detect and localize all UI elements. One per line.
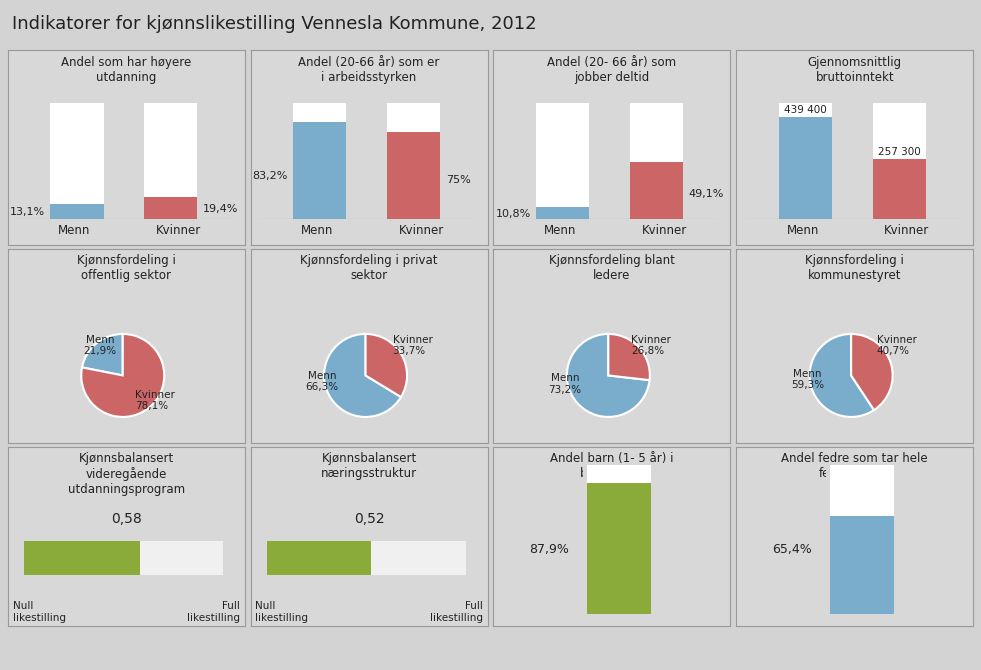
- Text: Andel som har høyere
utdanning: Andel som har høyere utdanning: [61, 56, 191, 84]
- Text: Kvinner: Kvinner: [884, 224, 929, 237]
- Bar: [387, 103, 440, 219]
- Text: 19,4%: 19,4%: [203, 204, 238, 214]
- Text: 13,1%: 13,1%: [10, 208, 45, 218]
- Wedge shape: [324, 334, 401, 417]
- Bar: [536, 207, 590, 219]
- Text: Menn: Menn: [58, 224, 90, 237]
- Text: 83,2%: 83,2%: [252, 171, 287, 181]
- Bar: [387, 132, 440, 219]
- Bar: [144, 197, 197, 219]
- Text: Indikatorer for kjønnslikestilling Vennesla Kommune, 2012: Indikatorer for kjønnslikestilling Venne…: [12, 15, 537, 33]
- Bar: [872, 103, 926, 219]
- Wedge shape: [809, 334, 874, 417]
- Text: Kvinner: Kvinner: [156, 224, 201, 237]
- Bar: [779, 117, 832, 219]
- Bar: [630, 103, 683, 219]
- Text: Kjønnsfordeling blant
ledere: Kjønnsfordeling blant ledere: [549, 255, 675, 282]
- Bar: [830, 465, 894, 614]
- Text: Menn
21,9%: Menn 21,9%: [83, 335, 117, 356]
- Bar: [144, 103, 197, 219]
- Text: Null
likestilling: Null likestilling: [255, 601, 308, 623]
- Bar: [630, 162, 683, 219]
- Bar: [872, 159, 926, 219]
- Text: Kvinner
33,7%: Kvinner 33,7%: [392, 335, 433, 356]
- Text: Kjønnsbalansert
videregående
utdanningsprogram: Kjønnsbalansert videregående utdanningsp…: [68, 452, 184, 496]
- Text: Andel (20- 66 år) som
jobber deltid: Andel (20- 66 år) som jobber deltid: [547, 56, 677, 84]
- Wedge shape: [81, 334, 164, 417]
- Text: Full
likestilling: Full likestilling: [187, 601, 240, 623]
- Text: 65,4%: 65,4%: [772, 543, 812, 555]
- Bar: [267, 541, 371, 576]
- Wedge shape: [852, 334, 893, 410]
- Text: 75%: 75%: [445, 175, 470, 185]
- Bar: [779, 103, 832, 219]
- Text: 0,58: 0,58: [111, 512, 141, 526]
- Text: Andel fedre som tar hele
fedrekvoten: Andel fedre som tar hele fedrekvoten: [782, 452, 928, 480]
- Text: Kjønnsfordeling i
offentlig sektor: Kjønnsfordeling i offentlig sektor: [77, 255, 176, 282]
- Wedge shape: [366, 334, 407, 397]
- Text: Menn
59,3%: Menn 59,3%: [791, 369, 824, 391]
- Text: 439 400: 439 400: [784, 105, 827, 115]
- Bar: [587, 465, 651, 614]
- Bar: [536, 103, 590, 219]
- Text: Andel barn (1- 5 år) i
barnehage: Andel barn (1- 5 år) i barnehage: [550, 452, 674, 480]
- Text: Kvinner: Kvinner: [642, 224, 687, 237]
- Text: Kvinner
26,8%: Kvinner 26,8%: [631, 335, 671, 356]
- Text: Gjennomsnittlig
bruttoinntekt: Gjennomsnittlig bruttoinntekt: [807, 56, 902, 84]
- Wedge shape: [608, 334, 649, 380]
- Text: 49,1%: 49,1%: [689, 188, 724, 198]
- Bar: [50, 204, 104, 219]
- Text: 10,8%: 10,8%: [495, 208, 531, 218]
- Text: Null
likestilling: Null likestilling: [13, 601, 66, 623]
- Text: Menn: Menn: [301, 224, 334, 237]
- Text: Kjønnsfordeling i
kommunestyret: Kjønnsfordeling i kommunestyret: [805, 255, 904, 282]
- Text: Menn: Menn: [543, 224, 576, 237]
- Bar: [830, 517, 894, 614]
- Text: Kvinner
78,1%: Kvinner 78,1%: [135, 389, 175, 411]
- Bar: [293, 123, 346, 219]
- Text: Kvinner
40,7%: Kvinner 40,7%: [877, 335, 917, 356]
- Bar: [25, 541, 140, 576]
- Bar: [587, 483, 651, 614]
- Text: Menn
73,2%: Menn 73,2%: [548, 373, 582, 395]
- Wedge shape: [82, 334, 123, 375]
- Text: 87,9%: 87,9%: [530, 543, 569, 555]
- Text: 257 300: 257 300: [878, 147, 920, 157]
- Text: Kjønnsbalansert
næringsstruktur: Kjønnsbalansert næringsstruktur: [321, 452, 417, 480]
- Text: Menn: Menn: [787, 224, 819, 237]
- Text: 0,52: 0,52: [354, 512, 385, 526]
- Text: Full
likestilling: Full likestilling: [430, 601, 483, 623]
- Text: Menn
66,3%: Menn 66,3%: [305, 371, 338, 393]
- Wedge shape: [567, 334, 649, 417]
- Text: Kvinner: Kvinner: [398, 224, 443, 237]
- Text: Andel (20-66 år) som er
i arbeidsstyrken: Andel (20-66 år) som er i arbeidsstyrken: [298, 56, 439, 84]
- Bar: [293, 103, 346, 219]
- Bar: [50, 103, 104, 219]
- Text: Kjønnsfordeling i privat
sektor: Kjønnsfordeling i privat sektor: [300, 255, 438, 282]
